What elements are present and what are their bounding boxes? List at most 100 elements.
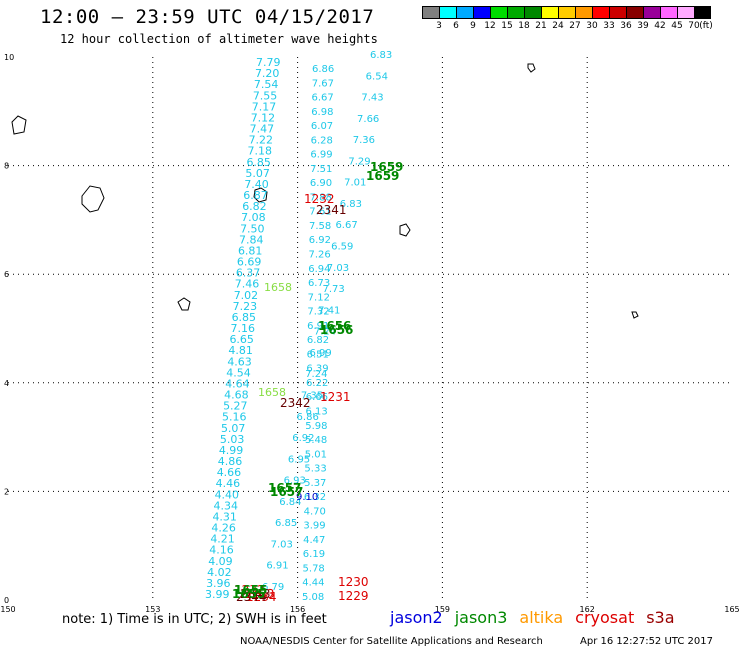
x-tick-label: 153 [145, 605, 160, 614]
wave-height-value: 7.84 [239, 233, 264, 246]
wave-height-value: 4.16 [209, 544, 234, 557]
satellite-name: cryosat [575, 608, 635, 627]
timestamp-text: Apr 16 12:27:52 UTC 2017 [580, 636, 713, 647]
wave-height-value: 7.51 [310, 164, 332, 175]
wave-height-value: 5.78 [303, 563, 325, 574]
wave-height-value: 7.46 [235, 278, 260, 291]
legend-swatches [422, 6, 711, 19]
wave-height-value: 6.59 [331, 242, 353, 253]
legend-swatch [609, 6, 626, 19]
wave-height-value: 6.67 [335, 220, 357, 231]
time-label: 1657 [270, 485, 303, 499]
wave-height-value: 4.40 [215, 488, 240, 501]
legend-label: 9 [470, 21, 476, 31]
wave-height-value: 7.43 [361, 93, 383, 104]
wave-height-value: 6.84 [279, 497, 301, 508]
wave-height-value: 5.03 [220, 433, 245, 446]
time-label: 1658 [264, 281, 292, 294]
time-label: 1659 [370, 160, 403, 174]
y-tick-label: 8 [4, 162, 9, 171]
legend-swatch [473, 6, 490, 19]
wave-height-value: 6.65 [229, 333, 254, 346]
time-label: 1656 [318, 319, 351, 333]
wave-height-value: 6.13 [306, 406, 328, 417]
time-label: 2342 [280, 396, 311, 410]
wave-height-value: 4.47 [303, 535, 325, 546]
legend-label: 27 [569, 21, 581, 31]
wave-height-value: 7.26 [308, 250, 330, 261]
wave-height-value: 7.18 [248, 145, 273, 158]
satellite-name: altika [519, 608, 564, 627]
wave-height-value: 7.24 [305, 369, 327, 380]
wave-height-value: 7.08 [241, 211, 266, 224]
wave-height-value: 7.36 [353, 135, 375, 146]
wave-height-value: 4.70 [304, 506, 326, 517]
wave-height-value: 4.66 [217, 466, 242, 479]
satellite-name: s3a [646, 608, 675, 627]
wave-height-value: 7.61 [309, 207, 331, 218]
wave-height-value: 6.83 [370, 50, 392, 61]
legend-swatch [558, 6, 575, 19]
wave-height-value: 5.07 [245, 167, 270, 180]
wave-height-value: 7.12 [308, 292, 330, 303]
map-subtitle: 12 hour collection of altimeter wave hei… [60, 32, 378, 46]
wave-height-value: 6.93 [284, 476, 306, 487]
legend-swatch [694, 6, 711, 19]
wave-height-value: 5.48 [305, 435, 327, 446]
legend-swatch [439, 6, 456, 19]
wave-height-value: 6.66 [306, 392, 328, 403]
wave-height-value: 9.10 [296, 492, 318, 503]
time-label: 1655 [234, 583, 267, 597]
legend-swatch [660, 6, 677, 19]
wave-height-value: 6.51 [307, 349, 329, 360]
y-tick-label: 10 [4, 53, 14, 62]
wave-height-value: 7.22 [249, 134, 274, 147]
wave-height-value: 4.34 [214, 499, 239, 512]
wave-height-value: 7.01 [344, 178, 366, 189]
satellite-tracks: 7.797.207.547.557.177.127.477.227.186.85… [205, 50, 392, 603]
wave-height-value: 7.16 [231, 322, 256, 335]
wave-height-value: 4.09 [208, 555, 233, 568]
wave-height-value: 7.17 [252, 100, 277, 113]
island-outline [399, 223, 411, 237]
time-label: 1233 [244, 587, 275, 601]
wave-height-value: 4.68 [224, 389, 249, 402]
wave-height-value: 6.28 [311, 135, 333, 146]
wave-height-value: 6.37 [236, 267, 261, 280]
wave-height-value: 7.88 [310, 192, 332, 203]
island-outline [631, 311, 639, 319]
legend-label: 70 [688, 21, 700, 31]
satellite-legend: jason2 jason3 altika cryosat s3a [390, 608, 687, 627]
time-label: 1230 [338, 575, 369, 589]
wave-height-value: 6.98 [311, 107, 333, 118]
legend-label: 12 [484, 21, 496, 31]
wave-height-value: 7.47 [250, 123, 275, 136]
legend-swatch [456, 6, 473, 19]
axis-ticks: 150 153 156 159 162 165 0 2 4 6 8 10 [0, 53, 739, 614]
legend-swatch [643, 6, 660, 19]
credit-text: NOAA/NESDIS Center for Satellite Applica… [240, 636, 543, 647]
legend-label: 45 [671, 21, 683, 31]
wave-height-value: 6.92 [292, 433, 314, 444]
wave-height-value: 6.99 [310, 150, 332, 161]
legend-swatch [575, 6, 592, 19]
wave-height-value: 6.83 [340, 199, 362, 210]
time-label: 1657 [268, 481, 301, 495]
legend-swatch [677, 6, 694, 19]
wave-height-value: 3.96 [206, 577, 231, 590]
wave-height-value: 7.55 [253, 89, 278, 102]
wave-height-value: 7.02 [234, 289, 259, 302]
wave-height-value: 3.99 [303, 521, 325, 532]
legend-label: 30 [586, 21, 598, 31]
wave-height-value: 6.54 [366, 71, 388, 82]
wave-height-value: 6.92 [309, 235, 331, 246]
time-label: 1234 [246, 590, 277, 604]
legend-swatch [422, 6, 439, 19]
map-title: 12:00 – 23:59 UTC 04/15/2017 [40, 6, 375, 28]
legend-label: 42 [654, 21, 666, 31]
wave-height-value: 7.66 [357, 114, 379, 125]
legend-swatch [626, 6, 643, 19]
wave-height-value: 5.07 [221, 422, 246, 435]
time-label: 1232 [304, 192, 335, 206]
